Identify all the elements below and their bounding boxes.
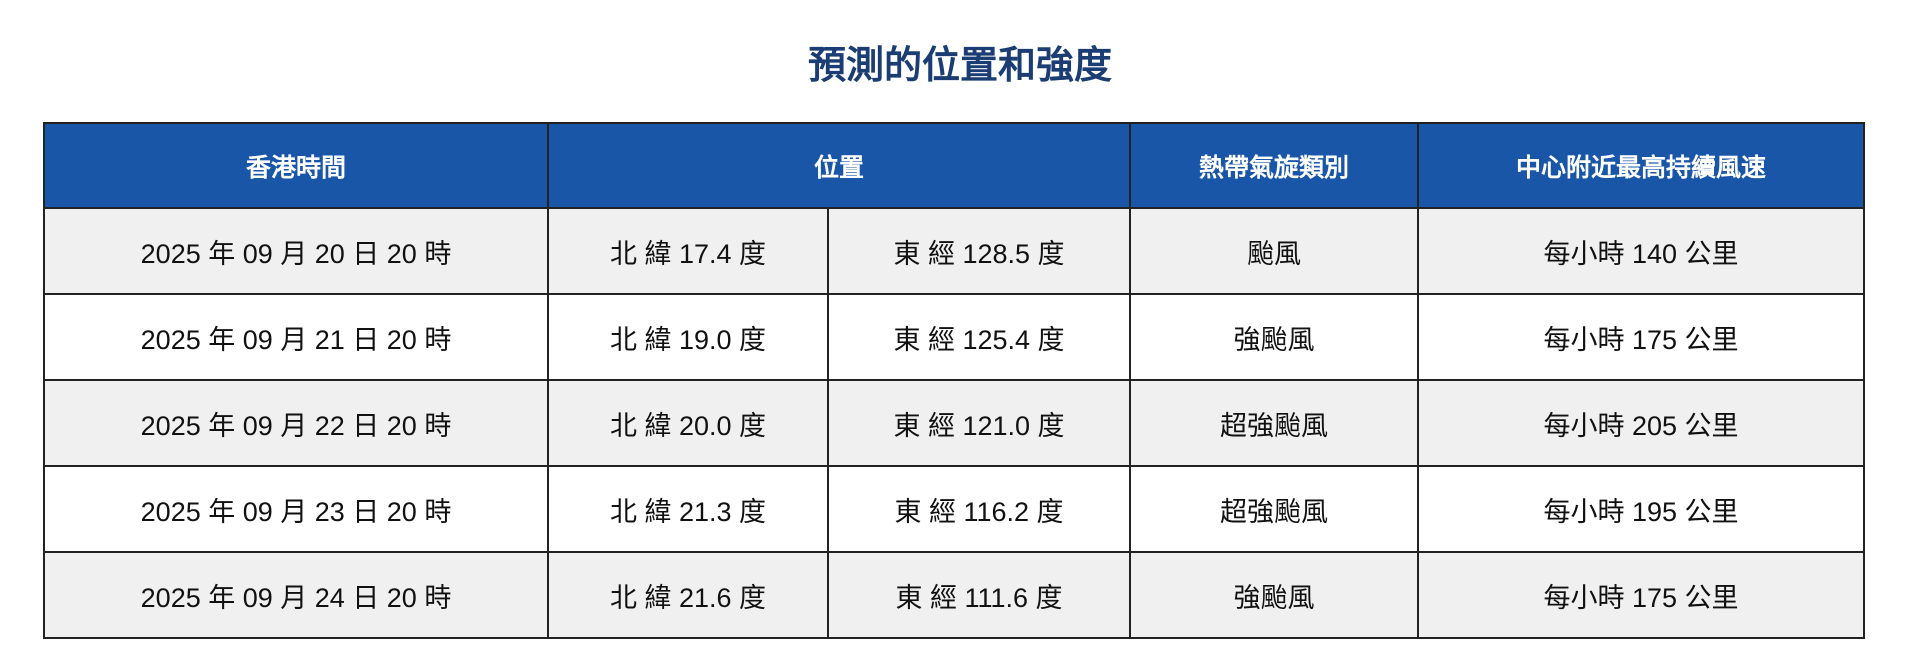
cell-wind: 每小時 175 公里 (1417, 551, 1866, 639)
cell-lat: 北 緯 19.0 度 (547, 293, 829, 381)
table-row: 2025 年 09 月 23 日 20 時北 緯 21.3 度東 經 116.2… (43, 465, 1866, 553)
table-row: 2025 年 09 月 24 日 20 時北 緯 21.6 度東 經 111.6… (43, 551, 1866, 639)
cell-wind: 每小時 195 公里 (1417, 465, 1866, 553)
cell-lon: 東 經 116.2 度 (826, 465, 1132, 553)
forecast-table: 香港時間 位置 熱帶氣旋類別 中心附近最高持續風速 2025 年 09 月 20… (43, 122, 1866, 639)
cell-category: 超強颱風 (1129, 465, 1420, 553)
table-header-row: 香港時間 位置 熱帶氣旋類別 中心附近最高持續風速 (43, 122, 1866, 209)
table-row: 2025 年 09 月 22 日 20 時北 緯 20.0 度東 經 121.0… (43, 379, 1866, 467)
cell-category: 超強颱風 (1129, 379, 1420, 467)
cell-category: 強颱風 (1129, 551, 1420, 639)
cell-time: 2025 年 09 月 23 日 20 時 (43, 465, 549, 553)
header-time: 香港時間 (43, 122, 549, 209)
cell-lon: 東 經 121.0 度 (826, 379, 1132, 467)
cell-wind: 每小時 175 公里 (1417, 293, 1866, 381)
table-row: 2025 年 09 月 20 日 20 時北 緯 17.4 度東 經 128.5… (43, 207, 1866, 295)
cell-wind: 每小時 140 公里 (1417, 207, 1866, 295)
cell-lat: 北 緯 17.4 度 (547, 207, 829, 295)
header-position: 位置 (546, 122, 1132, 209)
cell-wind: 每小時 205 公里 (1417, 379, 1866, 467)
cell-lon: 東 經 111.6 度 (826, 551, 1132, 639)
cell-time: 2025 年 09 月 20 日 20 時 (43, 207, 549, 295)
table-row: 2025 年 09 月 21 日 20 時北 緯 19.0 度東 經 125.4… (43, 293, 1866, 381)
cell-lon: 東 經 128.5 度 (826, 207, 1132, 295)
cell-lat: 北 緯 21.3 度 (547, 465, 829, 553)
header-category: 熱帶氣旋類別 (1129, 122, 1420, 209)
cell-time: 2025 年 09 月 22 日 20 時 (43, 379, 549, 467)
cell-time: 2025 年 09 月 21 日 20 時 (43, 293, 549, 381)
cell-category: 強颱風 (1129, 293, 1420, 381)
cell-lat: 北 緯 21.6 度 (547, 551, 829, 639)
cell-category: 颱風 (1129, 207, 1420, 295)
cell-time: 2025 年 09 月 24 日 20 時 (43, 551, 549, 639)
header-wind: 中心附近最高持續風速 (1417, 122, 1866, 209)
cell-lon: 東 經 125.4 度 (826, 293, 1132, 381)
cell-lat: 北 緯 20.0 度 (547, 379, 829, 467)
page-title: 預測的位置和強度 (807, 45, 1112, 87)
